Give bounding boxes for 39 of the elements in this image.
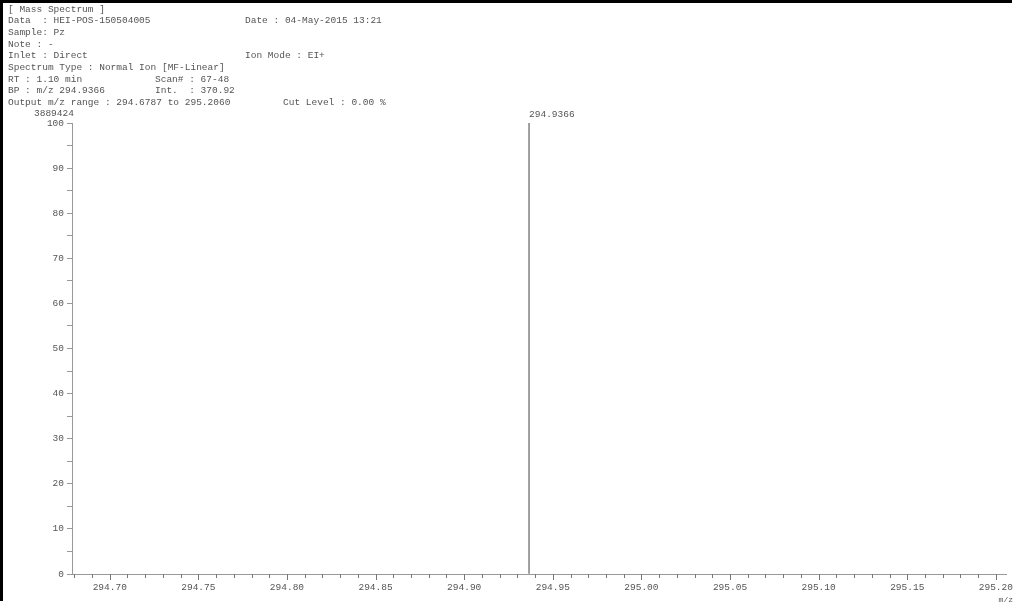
x-tick-label: 294.70 [92,582,128,594]
x-tick-label: 295.00 [624,582,659,594]
y-tick-label: 90 [52,162,65,174]
x-tick-label: 294.85 [358,582,393,594]
text: Sample: Pz [8,27,66,38]
y-tick-label: 70 [52,252,65,264]
text: BP : m/z 294.9366 [8,85,105,96]
text: Spectrum Type : Normal Ion [MF-Linear] [8,62,225,73]
y-tick-label: 20 [52,478,65,490]
chart-title: [ Mass Spectrum ] [8,4,105,15]
text: Note : - [8,39,54,50]
y-tick-label: 0 [58,568,65,580]
text: RT : 1.10 min [8,74,83,85]
y-tick-label: 80 [52,207,65,219]
y-tick-label: 10 [52,523,65,535]
x-tick-label: 295.20 [978,582,1014,594]
text: Cut Level : 0.00 % [283,97,386,108]
text: Inlet : Direct [8,50,88,61]
text: 3889424 [34,108,74,119]
text: Output m/z range : 294.6787 to 295.2060 [8,97,231,108]
x-tick-label: 294.90 [447,582,482,594]
y-tick-label: 60 [52,297,65,309]
y-tick-label: 40 [52,388,65,400]
x-tick-label: 295.05 [712,582,748,594]
x-tick-label: 294.80 [269,582,305,594]
x-tick-label: 295.15 [890,582,925,594]
text: Ion Mode : EI+ [245,50,325,61]
x-axis-title: m/z [998,595,1014,604]
text: Int. : 370.92 [155,85,235,96]
x-tick-label: 294.75 [181,582,216,594]
text: Scan# : 67-48 [155,74,230,85]
x-tick-label: 295.10 [801,582,837,594]
y-tick-label: 100 [46,117,65,129]
y-tick-label: 50 [52,343,65,355]
annotation: 294.9366 [529,108,575,120]
y-tick-label: 30 [52,433,65,445]
text: Date : 04-May-2015 13:21 [245,15,382,26]
text: Data : HEI-POS-150504005 [8,15,151,26]
x-tick-label: 294.95 [535,582,571,594]
